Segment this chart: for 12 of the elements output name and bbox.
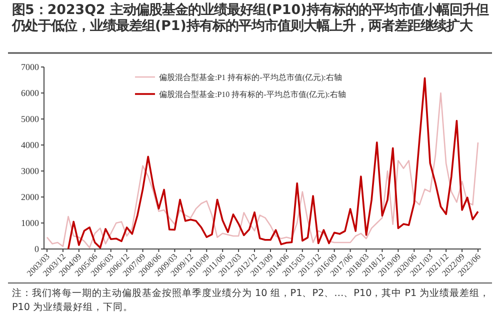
legend-label: 偏股混合型基金:P10 持有标的-平均总市值(亿元):右轴 xyxy=(159,90,346,99)
chart-title: 图5：2023Q2 主动偏股基金的业绩最好组(P10)持有标的的平均市值小幅回升但仍处于低位，业绩最差组(P1)持有标的平均市值则大幅上升，两者差距继续扩大 xyxy=(12,3,490,35)
text: 注：我们将每一期的主动偏股基金按照单季度业绩分为 10 组，P1、P2、…、P10，其中 P1 为业绩最差组，P10 为业绩最好组，下同。 xyxy=(12,287,491,315)
y-tick-label: 4000 xyxy=(21,140,40,150)
y-tick-label: 5000 xyxy=(21,114,40,124)
y-tick-label: 1000 xyxy=(21,218,40,228)
y-tick-label: 2000 xyxy=(21,192,40,202)
y-tick-label: 6000 xyxy=(21,88,40,98)
y-tick-label: 0 xyxy=(34,244,40,254)
y-tick-label: 7000 xyxy=(21,62,40,72)
legend-label: 偏股混合型基金:P1 持有标的-平均总市值(亿元):右轴 xyxy=(159,73,342,82)
y-tick-label: 3000 xyxy=(21,166,40,176)
